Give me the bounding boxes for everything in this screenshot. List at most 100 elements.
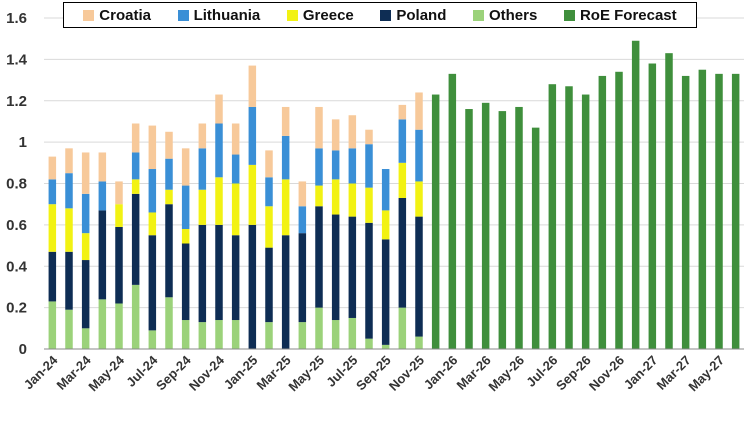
bar-croatia bbox=[415, 92, 423, 130]
bar-greece bbox=[131, 179, 140, 194]
bar-greece bbox=[115, 204, 123, 227]
bar-greece bbox=[365, 187, 373, 223]
bar-greece bbox=[165, 189, 173, 205]
legend-swatch bbox=[177, 9, 189, 21]
bar-lithuania bbox=[398, 119, 407, 163]
bar-others bbox=[331, 320, 340, 349]
bar-greece bbox=[215, 177, 223, 225]
legend-label: RoE Forecast bbox=[579, 6, 677, 24]
x-tick-label: Jan-27 bbox=[621, 353, 661, 393]
bar-others bbox=[215, 320, 223, 349]
bar-roe-forecast bbox=[565, 86, 573, 350]
bar-others bbox=[98, 299, 107, 349]
bar-others bbox=[148, 330, 157, 349]
x-tick-label: Sep-26 bbox=[553, 353, 594, 394]
bar-lithuania bbox=[365, 144, 373, 188]
bar-lithuania bbox=[98, 181, 107, 211]
bar-greece bbox=[148, 212, 157, 236]
bar-croatia bbox=[281, 106, 290, 136]
bar-roe-forecast bbox=[531, 127, 540, 349]
legend-label: Others bbox=[488, 6, 538, 24]
bar-greece bbox=[81, 233, 90, 261]
bar-poland bbox=[131, 193, 140, 285]
bar-lithuania bbox=[315, 148, 323, 186]
bar-lithuania bbox=[231, 154, 240, 184]
bar-poland bbox=[398, 197, 407, 308]
x-axis: Jan-24Mar-24May-24Jul-24Sep-24Nov-24Jan-… bbox=[21, 352, 727, 394]
y-tick-label: 1 bbox=[19, 134, 27, 151]
bar-poland bbox=[331, 214, 340, 321]
legend-swatch bbox=[83, 9, 95, 21]
bar-lithuania bbox=[165, 158, 173, 190]
legend-item-poland: Poland bbox=[380, 7, 446, 24]
bar-croatia bbox=[398, 104, 407, 120]
bar-others bbox=[298, 322, 307, 349]
bar-roe-forecast bbox=[731, 73, 740, 349]
bar-others bbox=[65, 309, 73, 349]
bar-roe-forecast bbox=[448, 73, 457, 349]
bar-croatia bbox=[81, 152, 90, 194]
bar-poland bbox=[315, 206, 323, 308]
bar-poland bbox=[215, 224, 223, 321]
bar-roe-forecast bbox=[498, 111, 507, 349]
x-tick-label: Nov-26 bbox=[586, 353, 627, 394]
bar-poland bbox=[148, 235, 157, 331]
bar-roe-forecast bbox=[598, 75, 607, 350]
bar-croatia bbox=[331, 119, 340, 151]
bar-poland bbox=[281, 235, 290, 349]
bar-greece bbox=[281, 179, 290, 236]
bar-poland bbox=[265, 247, 273, 323]
bar-croatia bbox=[165, 131, 173, 159]
legend-label: Croatia bbox=[99, 6, 151, 24]
bar-poland bbox=[365, 222, 373, 339]
legend-item-others: Others bbox=[472, 6, 538, 24]
bars bbox=[48, 40, 740, 350]
x-tick-label: Jan-26 bbox=[421, 353, 461, 393]
bar-croatia bbox=[248, 65, 257, 107]
x-tick-label: May-24 bbox=[85, 352, 127, 394]
bar-croatia bbox=[348, 115, 357, 149]
bar-greece bbox=[198, 189, 207, 225]
legend-item-lithuania: Lithuania bbox=[177, 7, 260, 24]
x-tick-label: Nov-24 bbox=[186, 352, 228, 394]
bar-others bbox=[115, 303, 123, 349]
legend-item-roe-forecast: RoE Forecast bbox=[563, 6, 677, 24]
bar-lithuania bbox=[265, 177, 273, 207]
bar-others bbox=[265, 322, 273, 349]
bar-lithuania bbox=[331, 150, 340, 180]
bar-lithuania bbox=[298, 206, 307, 234]
bar-croatia bbox=[231, 123, 240, 155]
y-tick-label: 0.8 bbox=[6, 176, 27, 193]
bar-croatia bbox=[315, 106, 323, 149]
bar-roe-forecast bbox=[665, 53, 673, 349]
bar-croatia bbox=[98, 152, 107, 182]
bar-croatia bbox=[65, 148, 73, 174]
bar-others bbox=[81, 328, 90, 349]
bar-lithuania bbox=[131, 152, 140, 180]
bar-roe-forecast bbox=[715, 73, 723, 349]
legend-swatch bbox=[472, 9, 484, 21]
bar-poland bbox=[348, 216, 357, 318]
bar-greece bbox=[331, 179, 340, 215]
bar-roe-forecast bbox=[581, 94, 590, 349]
y-tick-label: 1.2 bbox=[6, 93, 27, 110]
bar-greece bbox=[265, 206, 273, 248]
bar-others bbox=[231, 320, 240, 349]
bar-greece bbox=[315, 185, 323, 207]
y-tick-label: 0.6 bbox=[6, 217, 27, 234]
y-tick-label: 0 bbox=[19, 341, 27, 358]
bar-others bbox=[48, 301, 57, 349]
bar-poland bbox=[81, 260, 90, 329]
bar-others bbox=[165, 297, 173, 349]
legend-swatch bbox=[286, 9, 298, 21]
bar-lithuania bbox=[148, 169, 157, 213]
bar-greece bbox=[248, 164, 257, 225]
x-tick-label: Nov-25 bbox=[386, 353, 427, 394]
bar-croatia bbox=[48, 156, 57, 180]
bar-roe-forecast bbox=[681, 75, 690, 350]
legend-swatch bbox=[380, 9, 392, 21]
bar-croatia bbox=[131, 123, 140, 153]
bar-lithuania bbox=[415, 129, 423, 182]
bar-poland bbox=[298, 233, 307, 323]
